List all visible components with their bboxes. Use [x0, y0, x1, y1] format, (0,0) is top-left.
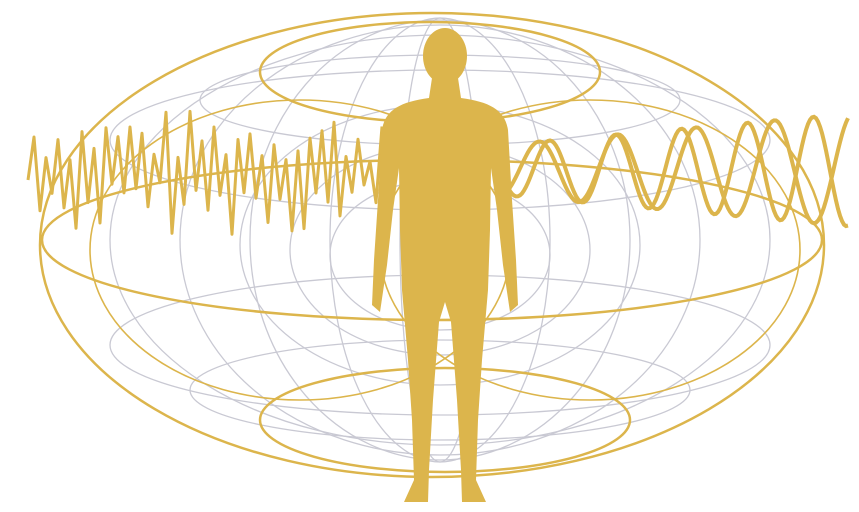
body: [372, 78, 518, 502]
human-silhouette: [372, 28, 518, 502]
head: [423, 28, 467, 84]
outer-shell: [38, 11, 826, 479]
bottom-ring: [258, 366, 632, 474]
meridian: [179, 24, 701, 456]
chaotic-wave: [26, 109, 384, 236]
coherent-wave: [499, 117, 850, 226]
latitude: [189, 339, 691, 441]
coherent-wave: [498, 114, 849, 229]
meridian: [249, 19, 631, 461]
